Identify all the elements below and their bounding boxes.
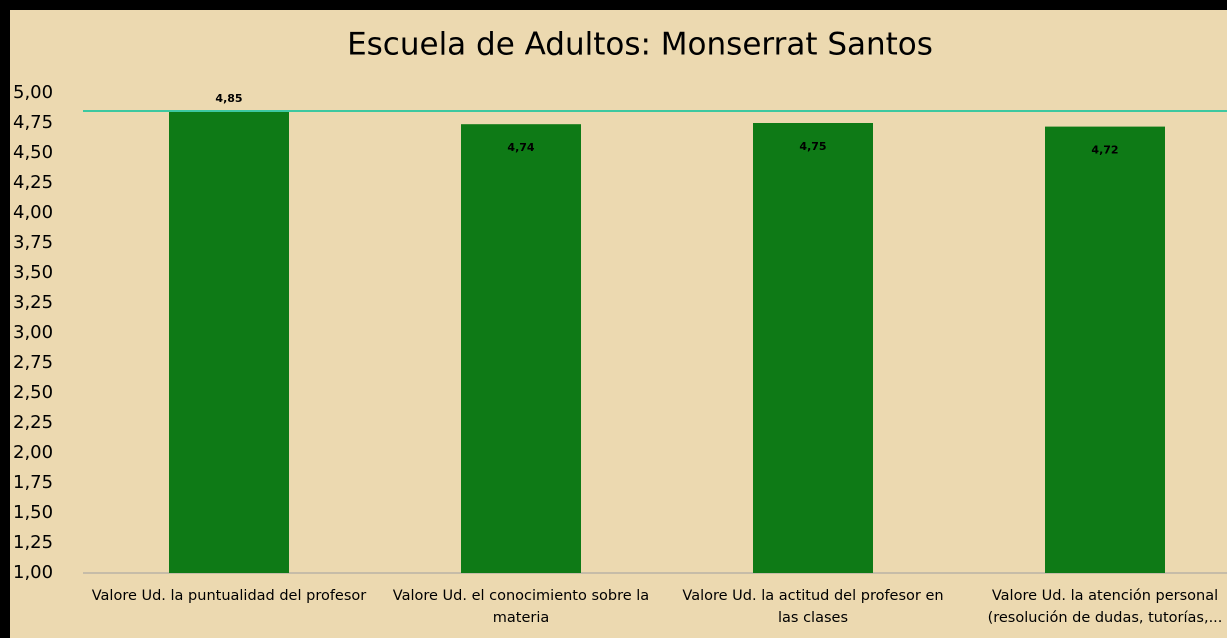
chart: Escuela de Adultos: Monserrat Santos 1,0… [13, 27, 1227, 583]
chart-area: Escuela de Adultos: Monserrat Santos 1,0… [10, 10, 1227, 638]
y-tick-label: 3,25 [13, 292, 53, 313]
y-tick-label: 1,00 [13, 562, 53, 583]
y-tick-label: 1,25 [13, 532, 53, 553]
bar [169, 111, 289, 573]
chart-title: Escuela de Adultos: Monserrat Santos [347, 27, 933, 63]
bar [1045, 126, 1165, 573]
x-tick-label: Valore Ud. el conocimiento sobre la mate… [392, 588, 650, 626]
y-tick-label: 5,00 [13, 82, 53, 103]
x-tick-label: Valore Ud. la puntualidad del profesor [91, 588, 367, 604]
bar [753, 123, 873, 573]
y-tick-label: 4,75 [13, 112, 53, 133]
y-tick-label: 4,00 [13, 202, 53, 223]
y-tick-label: 2,50 [13, 382, 53, 403]
y-tick-label: 3,50 [13, 262, 53, 283]
data-label: 4,75 [799, 140, 826, 153]
data-label: 4,85 [215, 92, 242, 105]
y-tick-label: 4,25 [13, 172, 53, 193]
y-tick-label: 2,25 [13, 412, 53, 433]
data-label: 4,72 [1091, 144, 1118, 157]
x-tick-label: Valore Ud. la atención personal (resoluc… [987, 588, 1223, 626]
y-tick-label: 3,75 [13, 232, 53, 253]
y-tick-label: 1,50 [13, 502, 53, 523]
data-label: 4,74 [507, 141, 534, 154]
y-tick-label: 4,50 [13, 142, 53, 163]
x-tick-label: Valore Ud. la actitud del profesor en la… [682, 588, 944, 626]
y-tick-label: 2,75 [13, 352, 53, 373]
y-tick-label: 1,75 [13, 472, 53, 493]
bar [461, 124, 581, 573]
y-tick-label: 2,00 [13, 442, 53, 463]
y-tick-label: 3,00 [13, 322, 53, 343]
